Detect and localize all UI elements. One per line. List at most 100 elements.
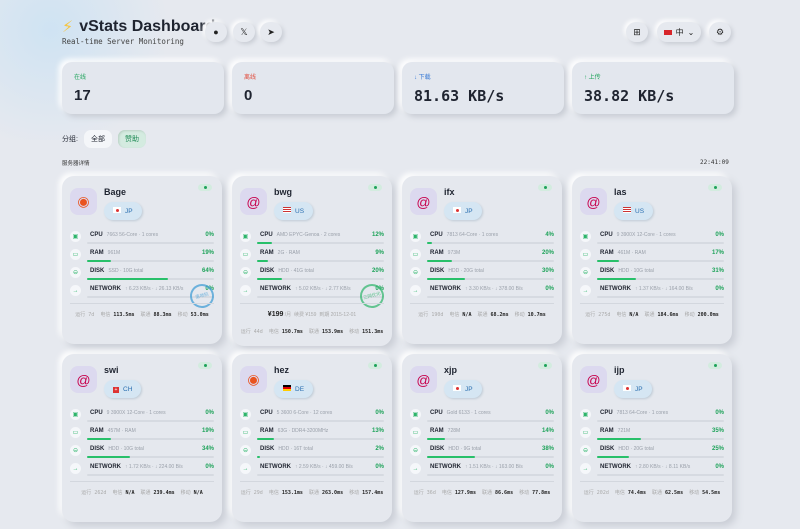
metric-row-ram: ▭ RAM 2G · RAM 9% (240, 248, 384, 264)
server-card[interactable]: ◉ hez DE ▣ CPU 5 3600 6-Core · 12 cores 0… (232, 354, 392, 522)
metric-bar (427, 438, 554, 440)
metric-label: NETWORK ↑ 1.51 KB/s · ↓ 163.00 B/s (430, 464, 523, 470)
cu-label: 联通 (140, 490, 151, 496)
metric-name: CPU (600, 232, 613, 238)
server-card[interactable]: @ las US ▣ CPU 9 3900X 12-Core · 1 cores … (572, 176, 732, 344)
x-button[interactable]: 𝕏 (233, 22, 255, 42)
metric-label: CPU AMD EPYC-Genoa · 2 cores (260, 232, 340, 238)
uptime-label: 运行 (583, 490, 594, 496)
metric-percent: 0% (205, 410, 214, 416)
network-icon: → (70, 285, 81, 296)
china-flag-icon (663, 29, 672, 35)
metric-bar (87, 474, 214, 476)
metric-bar-fill (427, 456, 476, 458)
cm-label: 移动 (689, 490, 700, 496)
server-card[interactable]: @ bwg US ▣ CPU AMD EPYC-Genoa · 2 cores 1… (232, 176, 392, 346)
metric-percent: 13% (371, 428, 384, 434)
section-title: 服务器详情 (62, 161, 90, 167)
online-status-indicator (538, 184, 552, 191)
metric-row-net: → NETWORK ↑ 6.23 KB/s · ↓ 26.13 KB/s 0% (70, 284, 214, 300)
uptime-label: 运行 (585, 312, 596, 318)
clock: 22:41:09 (700, 159, 729, 166)
metric-bar (597, 278, 724, 280)
metric-row-ram: ▭ RAM 457M · RAM 19% (70, 426, 214, 442)
metric-label: NETWORK ↑ 1.37 KB/s · ↓ 164.00 B/s (600, 286, 693, 292)
metric-detail: ↑ 1.72 KB/s · ↓ 224.00 B/s (125, 464, 183, 470)
metric-row-disk: ⊖ DISK SSD · 10G total 64% (70, 266, 214, 282)
metric-bar (87, 420, 214, 422)
metric-label: NETWORK ↑ 2.59 KB/s · ↓ 459.00 B/s (260, 464, 353, 470)
metric-label: DISK HDD · 10G total (90, 446, 144, 452)
metric-row-cpu: ▣ CPU 7663 56-Core · 1 cores 0% (70, 230, 214, 246)
metric-name: DISK (260, 446, 275, 452)
price-unit: /月 (284, 312, 292, 318)
metric-row-disk: ⊖ DISK HDD · 9G total 38% (410, 444, 554, 460)
cu-label: 联通 (652, 490, 663, 496)
metric-row-cpu: ▣ CPU 7813 64-Core · 1 cores 4% (410, 230, 554, 246)
server-card[interactable]: @ ifx JP ▣ CPU 7813 64-Core · 1 cores 4% … (402, 176, 562, 344)
debian-logo-icon: @ (240, 188, 267, 215)
server-card[interactable]: ◉ Bage JP ▣ CPU 7663 56-Core · 1 cores 0%… (62, 176, 222, 344)
country-code: JP (465, 207, 473, 215)
server-card[interactable]: @ xjp JP ▣ CPU Gold 6133 · 1 cores 0% ▭ R… (402, 354, 562, 522)
telegram-button[interactable]: ➤ (260, 22, 282, 42)
group-chip-all[interactable]: 全部 (83, 130, 112, 148)
title-text: vStats Dashboard (79, 18, 216, 35)
metric-row-disk: ⊖ DISK HDD · 20G total 30% (410, 266, 554, 282)
cpu-icon: ▣ (240, 231, 251, 242)
server-name: hez (274, 365, 290, 375)
ct-latency: N/A (629, 312, 639, 318)
metric-detail: HDD · 41G total (278, 268, 314, 274)
server-footer: 运行 190d 电信 N/A 联通 68.2ms 移动 10.7ms (402, 311, 562, 318)
server-name: las (614, 187, 627, 197)
metric-label: DISK HDD · 9G total (430, 446, 481, 452)
cu-latency: 86.6ms (495, 490, 514, 496)
settings-button[interactable]: ⚙ (709, 22, 731, 42)
server-footer: 运行 275d 电信 N/A 联通 184.6ms 移动 200.0ms (572, 311, 732, 318)
cpu-icon: ▣ (410, 409, 421, 420)
metric-detail: ↑ 3.30 KB/s · ↓ 378.00 B/s (465, 286, 523, 292)
cu-latency: 184.6ms (657, 312, 679, 318)
summary-value: 0 (244, 87, 253, 104)
metric-label: RAM 461M · RAM (600, 250, 646, 256)
metric-bar-fill (87, 456, 131, 458)
uptime-label: 运行 (418, 312, 429, 318)
server-card[interactable]: @ ijp JP ▣ CPU 7813 64-Core · 1 cores 0% … (572, 354, 732, 522)
language-select[interactable]: 中 ⌄ (657, 22, 701, 42)
flag-icon: + (113, 386, 119, 393)
github-button[interactable]: ● (205, 22, 227, 42)
country-badge: JP (444, 202, 482, 220)
uptime-value: 44d (253, 329, 263, 335)
server-name: swi (104, 365, 119, 375)
metric-name: DISK (90, 446, 105, 452)
network-icon: → (70, 463, 81, 474)
online-status-indicator (538, 362, 552, 369)
metric-percent: 0% (205, 464, 214, 470)
metric-bar (597, 474, 724, 476)
metric-name: RAM (90, 428, 104, 434)
renew-price: 续费 ¥159 (293, 312, 317, 318)
group-chip-sponsor[interactable]: 赞助 (117, 130, 146, 148)
summary-card: ↑ 上传 38.82 KB/s (572, 62, 734, 114)
metric-label: DISK HDD · 20G total (430, 268, 484, 274)
uptime-value: 275d (598, 312, 611, 318)
disk-icon: ⊖ (580, 445, 591, 456)
metric-detail: HDD · 9G total (448, 446, 482, 452)
metric-bar (427, 242, 554, 244)
server-card[interactable]: @ swi + CH ▣ CPU 9 3900X 12-Core · 1 cores… (62, 354, 222, 522)
online-status-indicator (198, 362, 212, 369)
metric-percent: 20% (371, 268, 384, 274)
cpu-icon: ▣ (240, 409, 251, 420)
online-status-indicator (368, 362, 382, 369)
cm-latency: N/A (193, 490, 203, 496)
metric-detail: AMD EPYC-Genoa · 2 cores (276, 232, 341, 238)
metric-percent: 0% (545, 464, 554, 470)
uptime-label: 运行 (240, 490, 251, 496)
layout-toggle-button[interactable]: ⊞ (626, 22, 648, 42)
summary-card: ↓ 下载 81.63 KB/s (402, 62, 564, 114)
summary-value: 38.82 KB/s (584, 87, 675, 105)
metric-name: NETWORK (260, 464, 291, 470)
metric-percent: 0% (715, 232, 724, 238)
metric-row-cpu: ▣ CPU 5 3600 6-Core · 12 cores 0% (240, 408, 384, 424)
metric-percent: 4% (545, 232, 554, 238)
